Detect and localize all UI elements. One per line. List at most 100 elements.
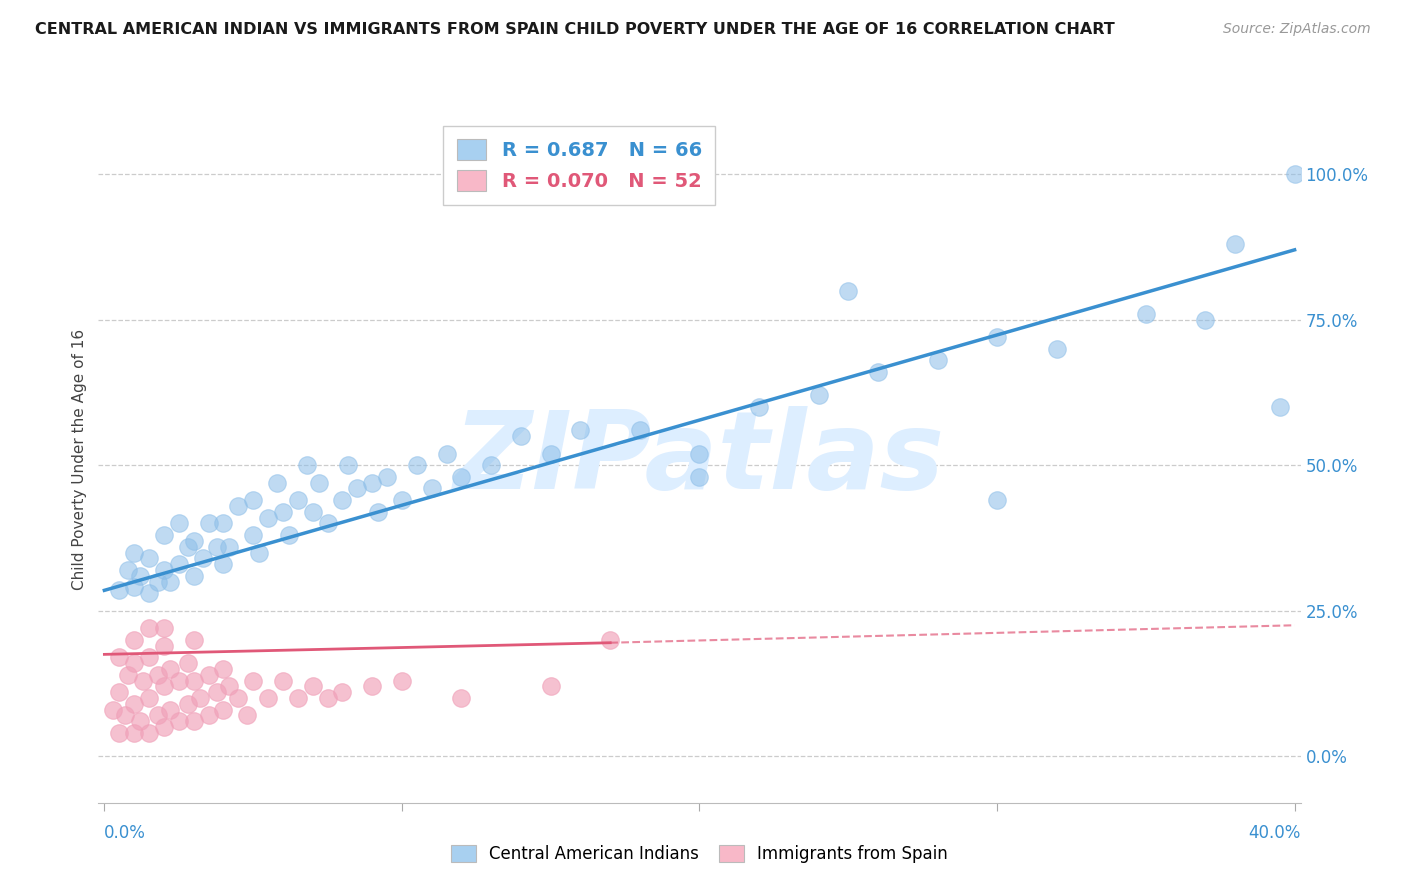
- Text: 40.0%: 40.0%: [1249, 823, 1301, 842]
- Text: Source: ZipAtlas.com: Source: ZipAtlas.com: [1223, 22, 1371, 37]
- Point: [242, 673, 264, 688]
- Point: [332, 493, 354, 508]
- Point: [183, 714, 205, 729]
- Point: [266, 475, 288, 490]
- Point: [332, 685, 354, 699]
- Point: [197, 516, 219, 531]
- Point: [176, 540, 198, 554]
- Point: [375, 470, 398, 484]
- Point: [117, 563, 139, 577]
- Point: [226, 691, 249, 706]
- Point: [183, 632, 205, 647]
- Point: [212, 662, 235, 676]
- Point: [218, 540, 240, 554]
- Point: [628, 423, 651, 437]
- Point: [688, 446, 710, 460]
- Point: [207, 540, 229, 554]
- Point: [138, 551, 160, 566]
- Point: [122, 656, 145, 670]
- Point: [146, 574, 169, 589]
- Point: [540, 446, 562, 460]
- Point: [1135, 307, 1157, 321]
- Point: [103, 703, 125, 717]
- Point: [122, 545, 145, 559]
- Point: [167, 516, 190, 531]
- Point: [197, 667, 219, 681]
- Point: [1284, 167, 1306, 181]
- Point: [301, 679, 323, 693]
- Point: [153, 679, 176, 693]
- Point: [188, 691, 211, 706]
- Point: [129, 569, 152, 583]
- Point: [391, 493, 413, 508]
- Point: [226, 499, 249, 513]
- Point: [176, 656, 198, 670]
- Point: [257, 691, 280, 706]
- Point: [138, 650, 160, 665]
- Point: [212, 703, 235, 717]
- Point: [361, 475, 384, 490]
- Point: [153, 621, 176, 635]
- Point: [191, 551, 214, 566]
- Point: [436, 446, 458, 460]
- Point: [1223, 237, 1246, 252]
- Point: [308, 475, 330, 490]
- Point: [277, 528, 299, 542]
- Point: [159, 574, 181, 589]
- Point: [271, 505, 294, 519]
- Point: [138, 691, 160, 706]
- Point: [927, 353, 949, 368]
- Point: [450, 691, 472, 706]
- Point: [271, 673, 294, 688]
- Point: [108, 583, 131, 598]
- Point: [122, 632, 145, 647]
- Y-axis label: Child Poverty Under the Age of 16: Child Poverty Under the Age of 16: [72, 329, 87, 590]
- Text: ZIPatlas: ZIPatlas: [454, 407, 945, 512]
- Point: [569, 423, 592, 437]
- Point: [837, 284, 859, 298]
- Point: [599, 632, 621, 647]
- Point: [117, 667, 139, 681]
- Point: [146, 667, 169, 681]
- Point: [287, 691, 309, 706]
- Point: [301, 505, 323, 519]
- Point: [129, 714, 152, 729]
- Point: [122, 581, 145, 595]
- Point: [295, 458, 318, 473]
- Text: 0.0%: 0.0%: [104, 823, 146, 842]
- Point: [316, 516, 339, 531]
- Point: [146, 708, 169, 723]
- Point: [1045, 342, 1067, 356]
- Point: [153, 720, 176, 734]
- Point: [197, 708, 219, 723]
- Point: [257, 510, 280, 524]
- Point: [176, 697, 198, 711]
- Point: [236, 708, 259, 723]
- Point: [122, 726, 145, 740]
- Point: [138, 621, 160, 635]
- Point: [114, 708, 136, 723]
- Point: [748, 400, 770, 414]
- Point: [122, 697, 145, 711]
- Point: [361, 679, 384, 693]
- Point: [207, 685, 229, 699]
- Point: [247, 545, 270, 559]
- Point: [986, 493, 1008, 508]
- Point: [167, 673, 190, 688]
- Point: [183, 569, 205, 583]
- Point: [1268, 400, 1291, 414]
- Point: [108, 650, 131, 665]
- Point: [159, 703, 181, 717]
- Point: [242, 528, 264, 542]
- Point: [346, 482, 368, 496]
- Point: [367, 505, 389, 519]
- Point: [316, 691, 339, 706]
- Point: [287, 493, 309, 508]
- Point: [807, 388, 830, 402]
- Point: [132, 673, 155, 688]
- Point: [1194, 312, 1216, 326]
- Text: CENTRAL AMERICAN INDIAN VS IMMIGRANTS FROM SPAIN CHILD POVERTY UNDER THE AGE OF : CENTRAL AMERICAN INDIAN VS IMMIGRANTS FR…: [35, 22, 1115, 37]
- Point: [688, 470, 710, 484]
- Point: [986, 330, 1008, 344]
- Point: [212, 516, 235, 531]
